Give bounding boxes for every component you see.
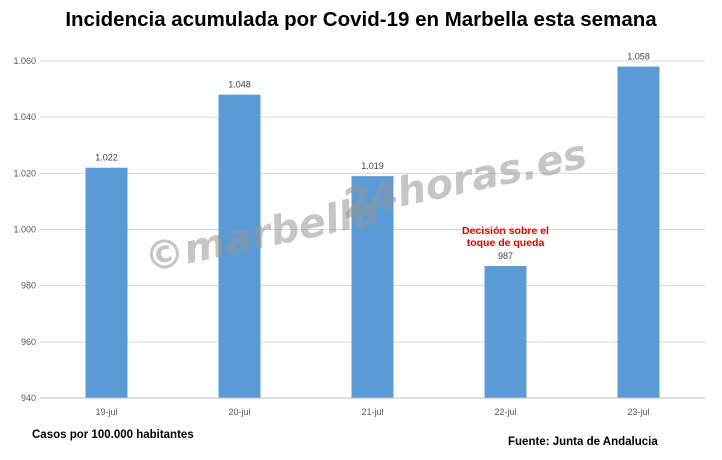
y-tick-label: 1.060 (13, 56, 36, 66)
data-label: 1.022 (95, 153, 118, 163)
x-tick-label: 23-jul (627, 407, 649, 417)
y-tick-label: 940 (21, 393, 36, 403)
bar (218, 94, 261, 398)
bar (85, 167, 128, 398)
chart-title: Incidencia acumulada por Covid-19 en Mar… (65, 8, 657, 31)
y-tick-label: 1.000 (13, 225, 36, 235)
data-label: 1.019 (361, 161, 384, 171)
y-tick-label: 1.020 (13, 168, 36, 178)
y-tick-label: 980 (21, 281, 36, 291)
x-tick-label: 21-jul (361, 407, 383, 417)
annotation-text: Decisión sobre el (462, 225, 549, 237)
units-note: Casos por 100.000 habitantes (32, 429, 194, 441)
data-label: 1.058 (627, 52, 650, 62)
source-note: Fuente: Junta de Andalucia (508, 436, 658, 448)
data-label: 987 (498, 251, 513, 261)
x-tick-label: 22-jul (494, 407, 516, 417)
bar (484, 266, 527, 398)
y-tick-label: 960 (21, 337, 36, 347)
x-tick-label: 19-jul (95, 407, 117, 417)
x-tick-label: 20-jul (228, 407, 250, 417)
annotation-text: toque de queda (467, 237, 545, 249)
bar (617, 66, 660, 398)
bar (351, 176, 394, 398)
data-label: 1.048 (228, 80, 251, 90)
y-tick-label: 1.040 (13, 112, 36, 122)
